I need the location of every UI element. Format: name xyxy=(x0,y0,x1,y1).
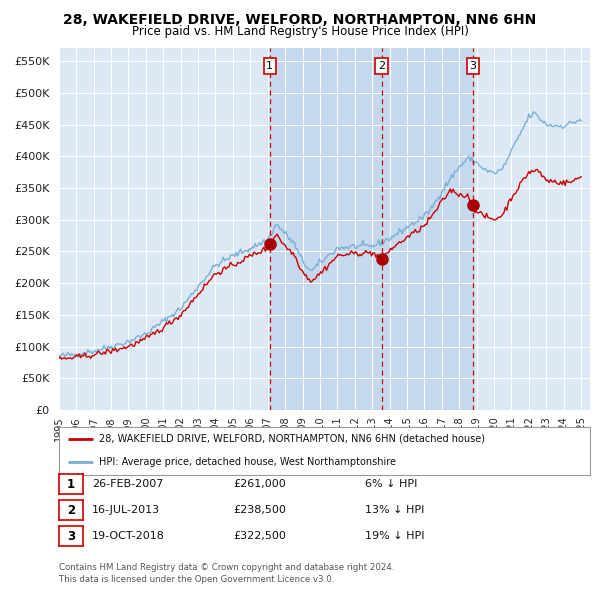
Text: Contains HM Land Registry data © Crown copyright and database right 2024.: Contains HM Land Registry data © Crown c… xyxy=(59,563,394,572)
Text: 1: 1 xyxy=(67,477,75,490)
Text: £238,500: £238,500 xyxy=(233,505,286,515)
Text: HPI: Average price, detached house, West Northamptonshire: HPI: Average price, detached house, West… xyxy=(98,457,395,467)
Text: 28, WAKEFIELD DRIVE, WELFORD, NORTHAMPTON, NN6 6HN: 28, WAKEFIELD DRIVE, WELFORD, NORTHAMPTO… xyxy=(64,13,536,27)
Text: This data is licensed under the Open Government Licence v3.0.: This data is licensed under the Open Gov… xyxy=(59,575,334,584)
Text: 16-JUL-2013: 16-JUL-2013 xyxy=(92,505,160,515)
Text: £322,500: £322,500 xyxy=(233,531,286,541)
Text: 2: 2 xyxy=(67,503,75,516)
Text: 1: 1 xyxy=(266,61,274,71)
Text: 2: 2 xyxy=(378,61,385,71)
Text: 6% ↓ HPI: 6% ↓ HPI xyxy=(365,479,417,489)
Text: 19-OCT-2018: 19-OCT-2018 xyxy=(92,531,164,541)
Text: Price paid vs. HM Land Registry's House Price Index (HPI): Price paid vs. HM Land Registry's House … xyxy=(131,25,469,38)
Text: 26-FEB-2007: 26-FEB-2007 xyxy=(92,479,163,489)
Text: 13% ↓ HPI: 13% ↓ HPI xyxy=(365,505,424,515)
Text: 3: 3 xyxy=(67,529,75,542)
Text: 3: 3 xyxy=(470,61,476,71)
Text: 19% ↓ HPI: 19% ↓ HPI xyxy=(365,531,424,541)
Text: 28, WAKEFIELD DRIVE, WELFORD, NORTHAMPTON, NN6 6HN (detached house): 28, WAKEFIELD DRIVE, WELFORD, NORTHAMPTO… xyxy=(98,434,485,444)
Bar xyxy=(270,48,473,410)
Text: £261,000: £261,000 xyxy=(233,479,286,489)
